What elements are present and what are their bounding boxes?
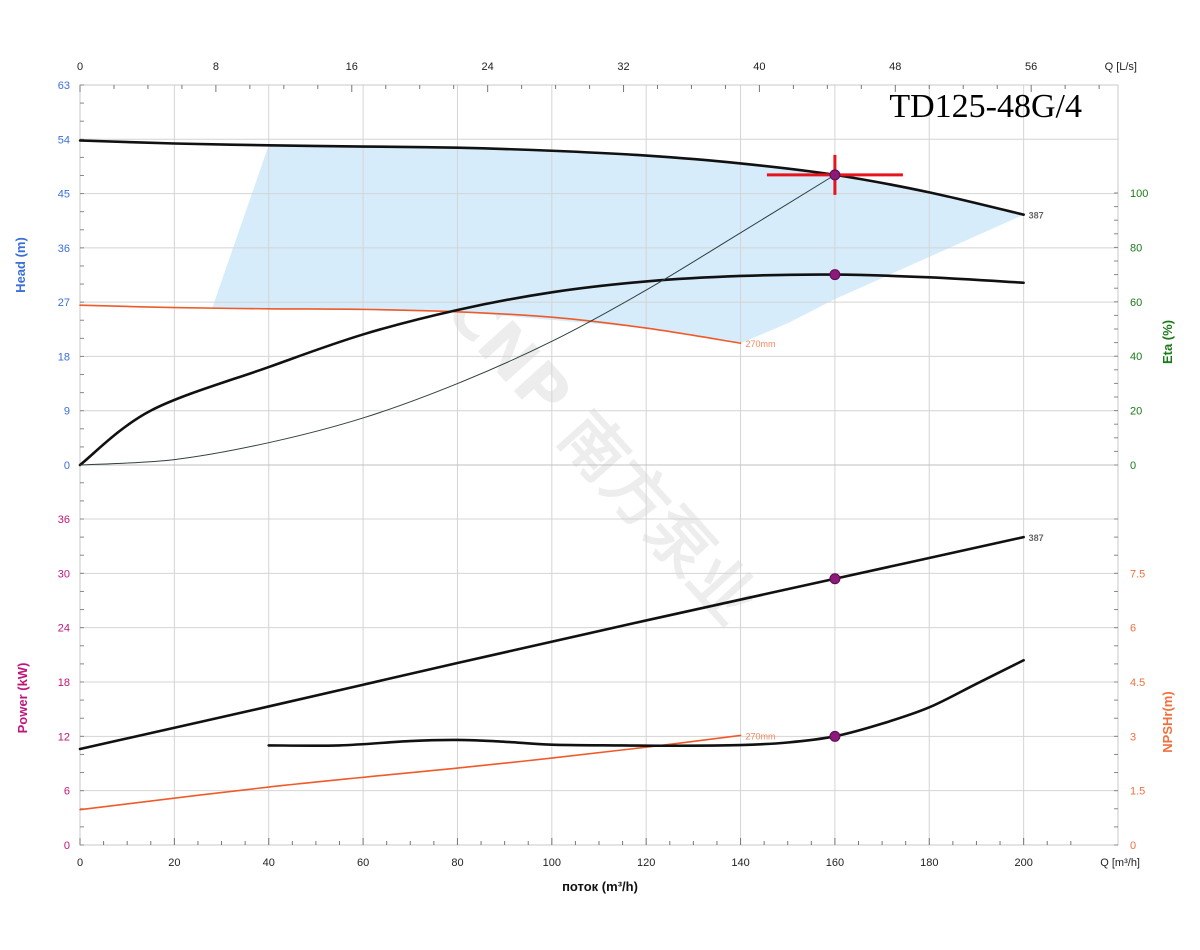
series-end-label: 387 [1029, 533, 1044, 543]
chart-title: TD125-48G/4 [889, 88, 1082, 125]
x-top-tick-label: 40 [753, 61, 765, 73]
operating-point-power [829, 573, 841, 585]
x-tick-label: 160 [826, 857, 844, 869]
power-tick-label: 0 [64, 840, 70, 852]
head-tick-label: 18 [58, 351, 70, 363]
eta-tick-label: 40 [1130, 351, 1142, 363]
x-axis-unit-top: Q [L/s] [1105, 61, 1137, 73]
power-tick-label: 24 [58, 623, 70, 635]
head-tick-label: 45 [58, 189, 70, 201]
head-tick-label: 27 [58, 297, 70, 309]
series-layer: 387 270mm 387 270mm [78, 139, 1044, 811]
head-tick-label: 36 [58, 243, 70, 255]
marker-layer [766, 154, 903, 742]
x-tick-label: 100 [543, 857, 561, 869]
operating-point-head [829, 169, 841, 181]
x-tick-label: 200 [1014, 857, 1032, 869]
head-tick-label: 9 [64, 406, 70, 418]
eta-tick-label: 100 [1130, 188, 1148, 200]
series-power-max [78, 535, 1025, 751]
power-tick-label: 36 [58, 514, 70, 526]
npsh-tick-label: 1.5 [1130, 786, 1145, 798]
x-tick-label: 80 [451, 857, 463, 869]
x-top-tick-label: 16 [346, 61, 358, 73]
x-tick-label: 20 [168, 857, 180, 869]
operating-point-npsh [829, 730, 841, 742]
operating-range-area [212, 145, 1024, 344]
eta-tick-label: 60 [1130, 297, 1142, 309]
head-tick-label: 54 [58, 134, 70, 146]
x-top-tick-label: 8 [213, 61, 219, 73]
operating-point-eta [829, 269, 841, 281]
npsh-tick-label: 7.5 [1130, 568, 1145, 580]
power-tick-label: 6 [64, 786, 70, 798]
series-end-label: 270mm [746, 339, 776, 349]
power-tick-label: 12 [58, 731, 70, 743]
npsh-tick-label: 6 [1130, 623, 1136, 635]
series-end-label: 387 [1029, 211, 1044, 221]
x-tick-label: 140 [731, 857, 749, 869]
series-power-min [79, 734, 742, 811]
x-tick-label: 180 [920, 857, 938, 869]
x-top-tick-label: 48 [889, 61, 901, 73]
series-npshr [267, 658, 1025, 748]
eta-tick-label: 0 [1130, 460, 1136, 472]
power-axis-title: Power (kW) [15, 663, 30, 734]
x-tick-label: 120 [637, 857, 655, 869]
series-head-max [78, 139, 1025, 216]
eta-axis-title: Eta (%) [1160, 320, 1175, 364]
series-system-curve [79, 174, 836, 466]
x-top-tick-label: 0 [77, 61, 83, 73]
series-end-label: 270mm [746, 731, 776, 741]
series-head-min [79, 304, 742, 344]
series-efficiency [78, 273, 1025, 467]
x-axis-unit-bottom: Q [m³/h] [1100, 857, 1140, 869]
power-tick-label: 18 [58, 677, 70, 689]
eta-tick-label: 20 [1130, 406, 1142, 418]
x-axis-title: поток (m³/h) [562, 879, 638, 894]
head-tick-label: 63 [58, 80, 70, 92]
x-tick-label: 40 [263, 857, 275, 869]
x-top-tick-label: 24 [482, 61, 494, 73]
x-top-tick-label: 56 [1025, 61, 1037, 73]
eta-tick-label: 80 [1130, 242, 1142, 254]
x-tick-label: 60 [357, 857, 369, 869]
power-tick-label: 30 [58, 568, 70, 580]
npsh-tick-label: 3 [1130, 731, 1136, 743]
x-tick-label: 0 [77, 857, 83, 869]
npsh-tick-label: 4.5 [1130, 677, 1145, 689]
operating-range-layer [212, 145, 1024, 344]
x-top-tick-label: 32 [617, 61, 629, 73]
npsh-axis-title: NPSHr(m) [1160, 691, 1175, 752]
npsh-tick-label: 0 [1130, 840, 1136, 852]
head-axis-title: Head (m) [13, 237, 28, 293]
head-tick-label: 0 [64, 460, 70, 472]
